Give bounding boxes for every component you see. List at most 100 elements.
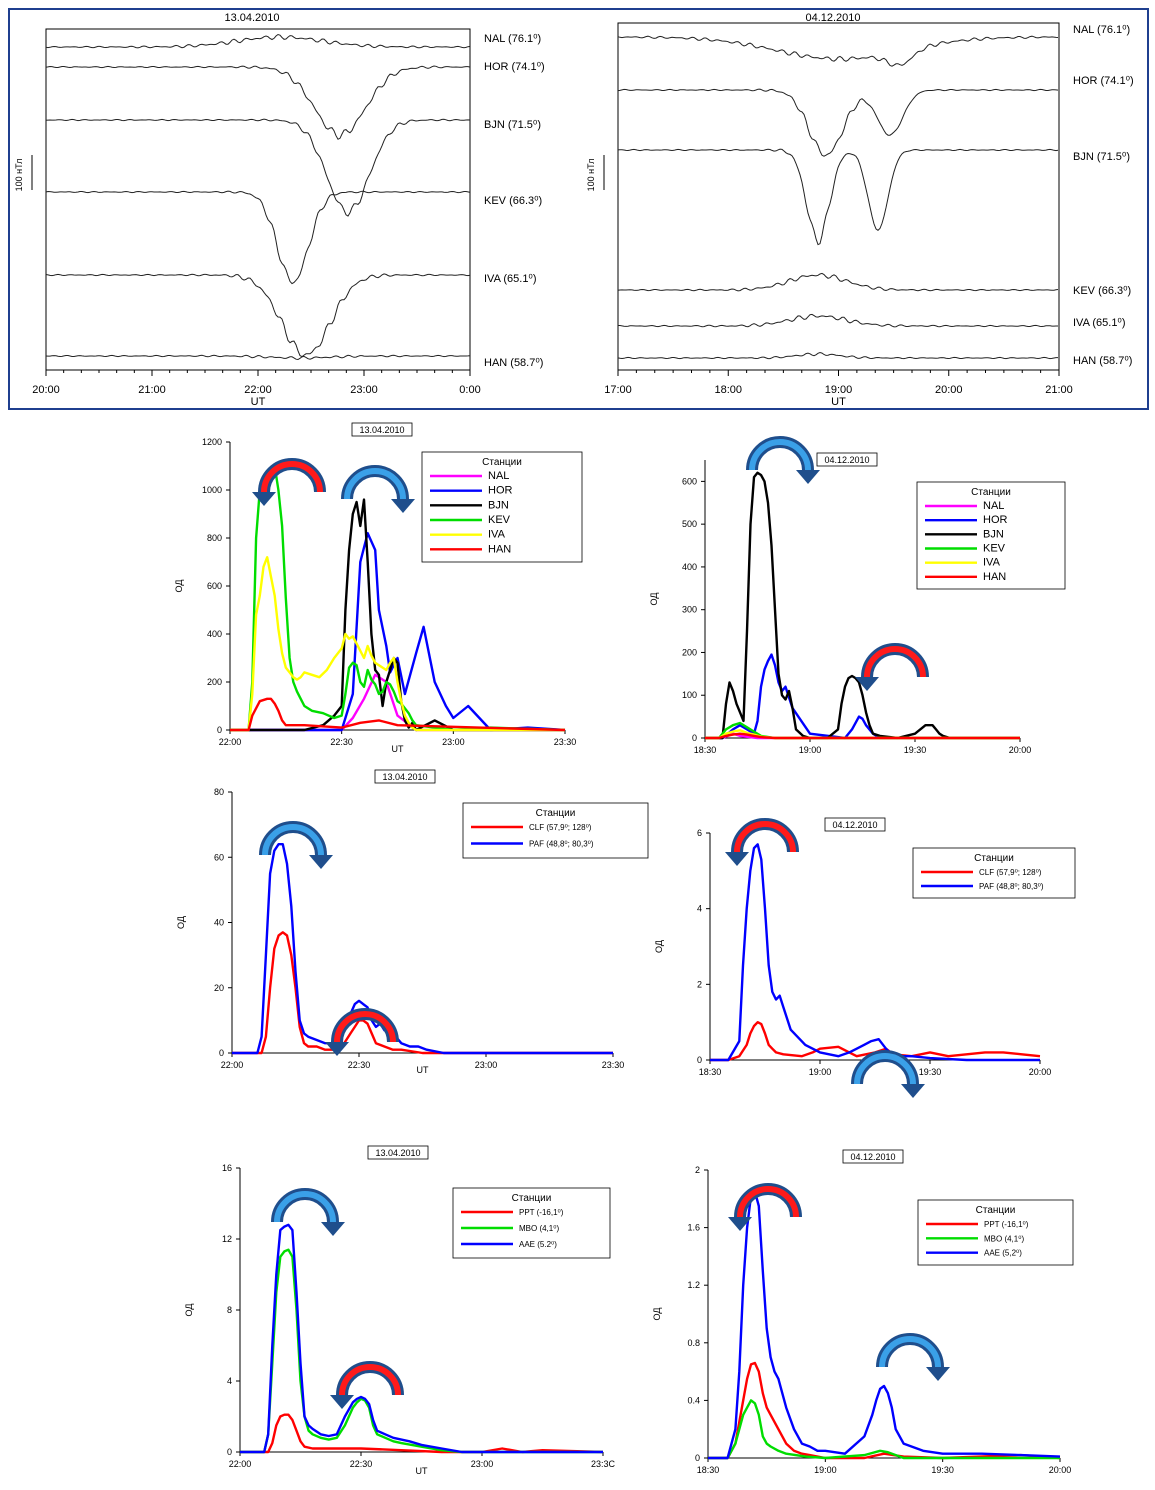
magnetogram-trace [45,354,471,361]
x-tick-label: 23:00 [475,1060,498,1070]
magnetogram-trace [618,313,1058,328]
y-tick-label: 600 [682,476,697,486]
y-tick-label: 400 [207,629,222,639]
legend-box [917,1199,1074,1266]
series-line [705,471,1020,740]
magnetogram-station-label: HOR (74.1⁰) [484,61,545,73]
chart-title: 13.04.2010 [382,772,427,782]
x-tick-label: 23:30 [602,1060,625,1070]
x-tick-label: 18:30 [694,745,717,755]
y-tick-label: 300 [682,605,697,615]
magnetogram-station-label: IVA (65.1⁰) [484,273,537,285]
chart-title: 13.04.2010 [359,425,404,435]
arrow-arc-inner [864,646,926,678]
chart-title-box [367,1145,429,1160]
y-tick-label: 0 [692,733,697,743]
arrow-head [309,855,333,869]
legend-label: PPT (-16,1⁰) [984,1220,1029,1229]
legend-label: NAL [488,470,509,482]
arrow-arc-inner [261,461,323,493]
legend-label: BJN [488,499,509,511]
chart-title-box [374,769,436,784]
magnetogram-trace [45,118,471,217]
arrow-head [855,677,879,691]
y-tick-label: 60 [214,852,224,862]
y-tick-label: 40 [214,918,224,928]
chart-title-box [351,422,413,437]
y-tick-label: 2 [697,979,702,989]
y-tick-label: 12 [222,1234,232,1244]
y-tick-label: 600 [207,581,222,591]
legend-box [421,451,583,563]
chart-title: 04.12.2010 [824,455,869,465]
rotation-arrow-icon [725,818,799,866]
x-tick-label: 20:00 [1029,1067,1052,1077]
magnetogram-station-label: HAN (58.7⁰) [484,357,543,369]
magnetogram-station-label: KEV (66.3⁰) [1073,285,1131,297]
y-tick-label: 4 [227,1376,232,1386]
legend-label: IVA [488,529,506,541]
magnetogram-trace [617,351,1058,360]
y-tick-label: 20 [214,983,224,993]
magnetogram-trace [45,65,471,140]
x-axis-label: UT [857,0,869,2]
arrow-arc-inner [262,824,324,856]
x-tick-label: 19:00 [799,745,822,755]
magnetogram-station-label: IVA (65.1⁰) [1073,317,1126,329]
y-axis-label: ОД [652,1308,662,1321]
chart-title: 04.12.2010 [832,820,877,830]
x-tick-label: 22:30 [348,1060,371,1070]
rotation-arrow-icon [259,821,333,869]
x-tick-label: 22:30 [350,1459,373,1469]
x-tick-label: 19:00 [814,1465,837,1475]
magnetogram-station-label: HOR (74.1⁰) [1073,75,1134,87]
legend-title: Станции [536,808,576,819]
magnetogram-trace [45,190,471,285]
magnetogram-plot-area [45,28,471,371]
legend-label: CLF (57,9⁰; 128⁰) [529,823,592,832]
series-line [240,1248,603,1454]
magnetogram-x-label: UT [831,396,846,408]
magnetogram-plot-area [617,22,1060,371]
magnetogram-station-label: NAL (76.1⁰) [484,33,541,45]
rotation-arrow-icon [855,643,929,691]
series-line [240,1223,603,1454]
rotation-arrow-icon [876,1333,950,1381]
legend-label: KEV [488,514,511,526]
magnetogram-x-tick-label: 0:00 [459,384,480,396]
magnetogram-trace [45,273,471,358]
legend-label: HOR [983,514,1008,526]
series-line [230,532,566,732]
legend-label: BJN [983,528,1004,540]
rotation-arrow-icon [325,1008,399,1056]
magnetogram-panel: 04.12.2010 17:00 18:00 19:00 20:00 21:00 UT 100… [586,12,1134,408]
arrow-arc-inner [737,1186,799,1218]
rotation-arrow-icon [341,465,415,513]
rotation-arrow-icon [252,458,326,506]
magnetogram-x-tick-label: 19:00 [825,384,853,396]
y-axis-label: ОД [649,593,659,606]
magnetogram-trace [617,35,1059,67]
arrow-arc-inner [339,1364,401,1396]
magnetogram-x-tick-label: 20:00 [32,384,60,396]
series-line [708,1361,1061,1460]
legend-title: Станции [976,1205,1016,1216]
y-tick-label: 0 [695,1453,700,1463]
x-tick-label: 23:30 [554,737,577,747]
x-tick-label: 23:00 [471,1459,494,1469]
chart-title-box [824,817,886,832]
x-tick-label: 23:00 [442,737,465,747]
arrow-arc-inner [344,468,406,500]
magnetogram-station-label: KEV (66.3⁰) [484,195,542,207]
y-tick-label: 1.6 [687,1223,700,1233]
x-tick-label: 19:30 [931,1465,954,1475]
series-line [705,732,1020,740]
x-tick-label: 20:00 [1049,1465,1072,1475]
y-axis-label: ОД [174,580,184,593]
y-tick-label: 1000 [202,485,222,495]
x-tick-label: 22:00 [221,1060,244,1070]
legend-box [452,1187,611,1259]
legend-label: PAF (48,8⁰; 80,3⁰) [529,840,594,849]
magnetogram-x-tick-label: 17:00 [604,384,632,396]
arrow-head [330,1395,354,1409]
